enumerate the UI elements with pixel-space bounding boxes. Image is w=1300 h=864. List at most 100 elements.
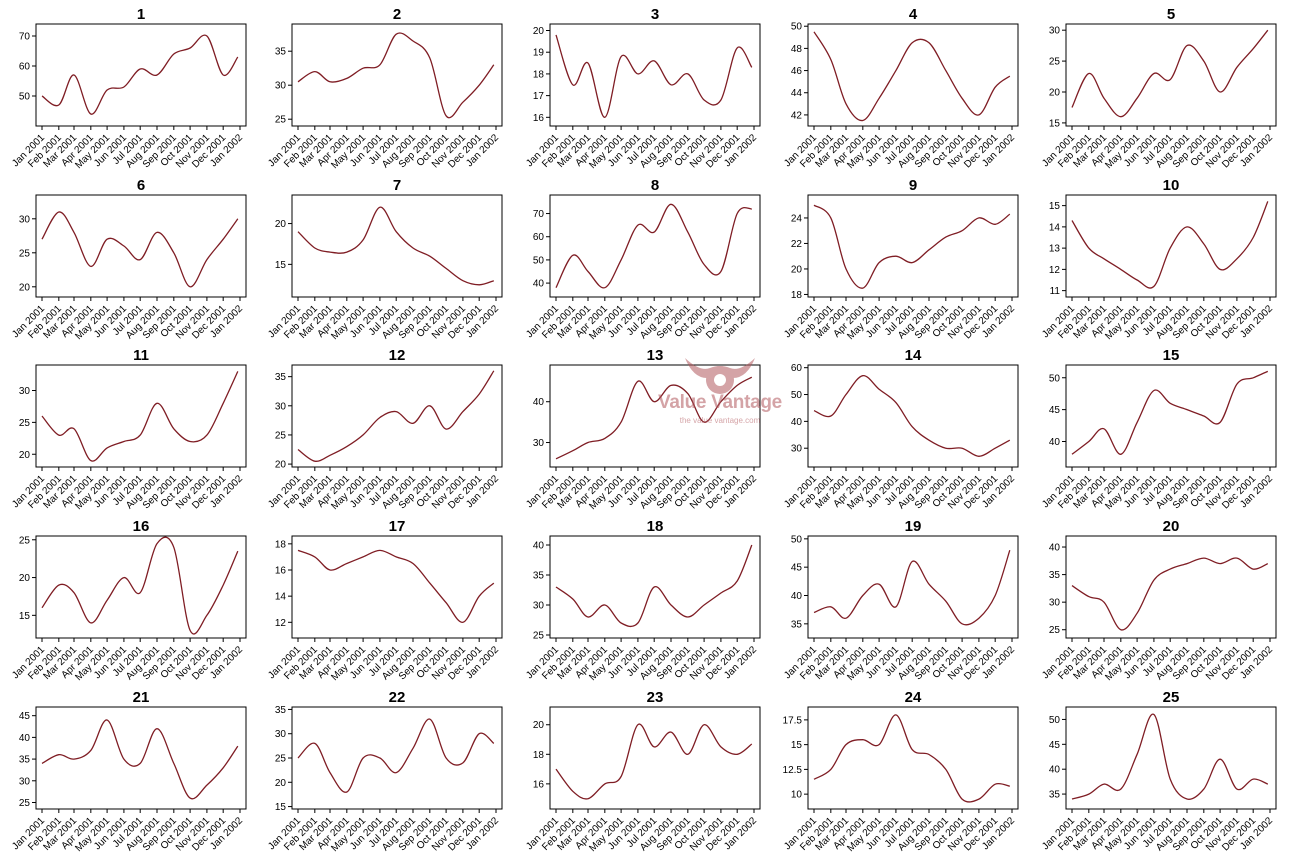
panel-title: 22 — [389, 689, 406, 706]
plot-frame — [807, 535, 1019, 639]
panel-title: 15 — [1163, 347, 1180, 364]
y-tick-label: 20 — [19, 282, 31, 293]
y-tick-label: 15 — [19, 611, 31, 622]
series-line — [555, 203, 753, 289]
plot-frame — [1065, 706, 1277, 810]
plot-frame — [291, 364, 503, 468]
series-line — [41, 719, 239, 800]
y-tick-label: 15 — [1049, 201, 1061, 212]
y-tick-label: 42 — [791, 110, 803, 121]
series-line — [813, 31, 1011, 122]
series-line — [297, 370, 495, 462]
panel-title: 6 — [137, 177, 145, 194]
y-tick-label: 15 — [1049, 118, 1061, 129]
panel-title: 8 — [651, 177, 659, 194]
series-line — [555, 34, 753, 118]
panel-title: 21 — [133, 689, 150, 706]
y-tick-label: 20 — [791, 264, 803, 275]
y-tick-label: 16 — [275, 566, 287, 577]
y-tick-label: 30 — [533, 438, 545, 449]
series-line — [555, 544, 753, 628]
panel-title: 4 — [909, 6, 918, 23]
plot-frame — [549, 364, 761, 468]
y-tick-label: 50 — [1049, 373, 1061, 384]
y-tick-label: 22 — [791, 239, 803, 250]
y-tick-label: 13 — [1049, 244, 1061, 255]
y-tick-label: 60 — [533, 232, 545, 243]
series-line — [41, 371, 239, 462]
series-line — [555, 376, 753, 460]
y-tick-label: 40 — [1049, 543, 1061, 554]
y-tick-label: 25 — [1049, 625, 1061, 636]
y-tick-label: 20 — [275, 219, 287, 230]
plot-frame — [1065, 23, 1277, 127]
panel-title: 11 — [133, 347, 149, 364]
y-tick-label: 25 — [1049, 57, 1061, 68]
y-tick-label: 30 — [275, 729, 287, 740]
y-tick-label: 45 — [1049, 740, 1061, 751]
plot-frame — [807, 23, 1019, 127]
series-line — [555, 723, 753, 800]
plot-frame — [35, 194, 247, 298]
series-line — [813, 550, 1011, 626]
series-line — [1071, 557, 1269, 631]
plot-frame — [291, 194, 503, 298]
y-tick-label: 35 — [275, 47, 287, 58]
y-tick-label: 40 — [533, 279, 545, 290]
y-tick-label: 20 — [19, 450, 31, 461]
plot-frame — [1065, 194, 1277, 298]
y-tick-label: 25 — [19, 418, 31, 429]
panel-title: 7 — [393, 177, 401, 194]
panel-title: 19 — [905, 518, 922, 535]
plot-frame — [549, 23, 761, 127]
plot-frame — [291, 535, 503, 639]
y-tick-label: 16 — [533, 113, 545, 124]
plot-frame — [291, 706, 503, 810]
panel-title: 5 — [1167, 6, 1175, 23]
plot-frame — [549, 194, 761, 298]
series-line — [297, 206, 495, 286]
y-tick-label: 18 — [791, 290, 803, 301]
y-tick-label: 50 — [791, 390, 803, 401]
y-tick-label: 45 — [1049, 405, 1061, 416]
y-tick-label: 30 — [19, 386, 31, 397]
y-tick-label: 45 — [19, 711, 31, 722]
y-tick-label: 35 — [1049, 790, 1061, 801]
y-tick-label: 17 — [533, 91, 545, 102]
y-tick-label: 11 — [1050, 286, 1061, 297]
plot-frame — [549, 706, 761, 810]
y-tick-label: 50 — [19, 92, 31, 103]
y-tick-label: 25 — [19, 798, 31, 809]
panel-title: 14 — [905, 347, 922, 364]
y-tick-label: 15 — [275, 802, 287, 813]
panel-title: 20 — [1163, 518, 1180, 535]
y-tick-label: 25 — [19, 248, 31, 259]
series-line — [813, 375, 1011, 457]
y-tick-label: 15 — [275, 260, 287, 271]
y-tick-label: 30 — [533, 601, 545, 612]
y-tick-label: 12.5 — [783, 765, 803, 776]
y-tick-label: 16 — [533, 779, 545, 790]
y-tick-label: 40 — [1049, 437, 1061, 448]
panel-title: 1 — [137, 6, 145, 23]
y-tick-label: 19 — [533, 48, 545, 59]
y-tick-label: 40 — [533, 397, 545, 408]
y-tick-label: 30 — [791, 444, 803, 455]
y-tick-label: 18 — [275, 539, 287, 550]
panel-title: 24 — [905, 689, 922, 706]
y-tick-label: 25 — [275, 430, 287, 441]
plot-frame — [1065, 364, 1277, 468]
y-tick-label: 30 — [1049, 26, 1061, 37]
panel-title: 18 — [647, 518, 664, 535]
panel-title: 12 — [389, 347, 406, 364]
